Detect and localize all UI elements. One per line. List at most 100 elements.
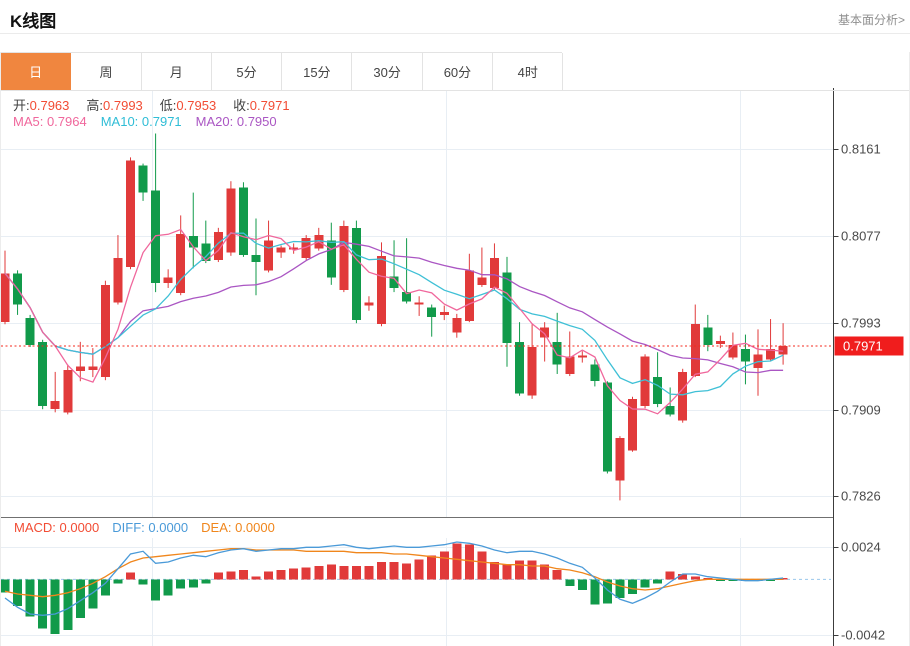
macd-bar <box>213 572 223 580</box>
macd-bar <box>188 579 198 588</box>
candle <box>88 348 98 378</box>
macd-bar <box>63 579 73 630</box>
candle-body <box>728 344 738 358</box>
candle <box>351 220 361 324</box>
candle-body <box>75 366 85 371</box>
ohlc-item: 开:0.7963 <box>13 95 69 114</box>
candle <box>703 314 713 352</box>
macd-bar <box>577 579 587 590</box>
candle-body <box>439 311 449 315</box>
diff-line <box>4 541 784 616</box>
candle <box>238 182 248 257</box>
macd-bar <box>364 566 374 580</box>
ohlc-label: 开: <box>13 98 30 113</box>
candle-body <box>502 272 512 343</box>
candle-body <box>653 377 663 405</box>
candle-body <box>552 341 562 365</box>
candle-body <box>126 160 135 268</box>
candle-body <box>678 371 688 421</box>
candle <box>489 243 499 291</box>
ohlc-row: 开:0.7963 高:0.7993 低:0.7953 收:0.7971 <box>13 95 290 114</box>
candle-body <box>113 257 123 303</box>
macd-bar <box>615 579 625 598</box>
tab-30min[interactable]: 30分 <box>352 53 423 90</box>
candle-body <box>339 225 349 291</box>
macd-bar <box>766 579 776 581</box>
candle <box>615 436 625 501</box>
candle-body <box>25 318 35 345</box>
candle <box>389 240 399 293</box>
macd-bar <box>264 571 274 580</box>
macd-bar <box>402 563 412 580</box>
tab-5min[interactable]: 5分 <box>211 53 283 90</box>
macd-bar <box>477 551 487 580</box>
macd-bar <box>703 577 713 580</box>
ma20-line <box>4 241 784 374</box>
candle <box>326 222 336 285</box>
candle-body <box>377 255 386 325</box>
candle <box>452 313 462 338</box>
macd-readout: MACD: 0.0000 <box>14 520 100 535</box>
candle-body <box>715 340 725 344</box>
candle-body <box>489 257 499 288</box>
tab-month[interactable]: 月 <box>141 53 212 90</box>
macd-bar <box>314 566 324 580</box>
macd-indicator-row: MACD: 0.0000 DIFF: 0.0000 DEA: 0.0000 <box>14 520 275 535</box>
ma-readout: MA20: 0.7950 <box>195 114 277 129</box>
candle <box>740 334 750 385</box>
tab-15min[interactable]: 15分 <box>282 53 353 90</box>
tab-bar: 日周月 5分 15分 30分 60分 4时 <box>0 52 910 91</box>
candle-body <box>0 273 10 323</box>
macd-bar <box>414 559 424 580</box>
candles-layer <box>0 133 788 501</box>
tab-day[interactable]: 日 <box>1 53 72 90</box>
candle-body <box>402 292 412 302</box>
candle <box>364 296 374 311</box>
ma10-line <box>4 232 784 396</box>
candle <box>515 322 525 396</box>
ohlc-item: 收:0.7971 <box>233 95 289 114</box>
candle <box>502 256 512 367</box>
candle <box>25 314 35 348</box>
macd-bar <box>276 570 286 580</box>
current-price-label <box>834 336 904 356</box>
axis-tick-label: -0.0042 <box>841 628 885 643</box>
candle <box>289 243 299 254</box>
macd-bar <box>389 562 399 580</box>
macd-bar <box>38 579 48 629</box>
candle <box>715 335 725 349</box>
candle <box>565 331 575 377</box>
candle <box>276 245 286 258</box>
candle <box>590 359 600 387</box>
candle <box>100 280 110 381</box>
candle-body <box>389 276 399 288</box>
macd-histogram <box>0 543 788 634</box>
candle <box>602 381 612 474</box>
macd-bar <box>565 579 575 586</box>
macd-bar <box>75 579 85 618</box>
candle-body <box>264 240 274 271</box>
candle-body <box>590 364 600 382</box>
candle-body <box>703 327 713 345</box>
dea-line <box>4 548 784 598</box>
candle-body <box>226 188 236 253</box>
macd-bar <box>452 543 462 580</box>
candle-body <box>540 327 550 338</box>
candle <box>653 352 663 408</box>
candle <box>678 368 688 423</box>
macd-bar <box>527 560 537 580</box>
macd-bar <box>151 579 161 601</box>
macd-bar <box>540 564 550 580</box>
macd-bar <box>226 571 236 580</box>
tab-60min[interactable]: 60分 <box>422 53 494 90</box>
ohlc-label: 高: <box>86 98 104 113</box>
fundamental-analysis-link[interactable]: 基本面分析> <box>837 13 905 27</box>
candle <box>138 163 148 201</box>
tab-week[interactable]: 周 <box>71 53 142 90</box>
tab-4hour[interactable]: 4时 <box>493 53 564 90</box>
candle-body <box>665 406 675 415</box>
candle <box>38 339 48 410</box>
current-price-value: 0.7971 <box>843 338 883 353</box>
candle <box>477 247 487 287</box>
